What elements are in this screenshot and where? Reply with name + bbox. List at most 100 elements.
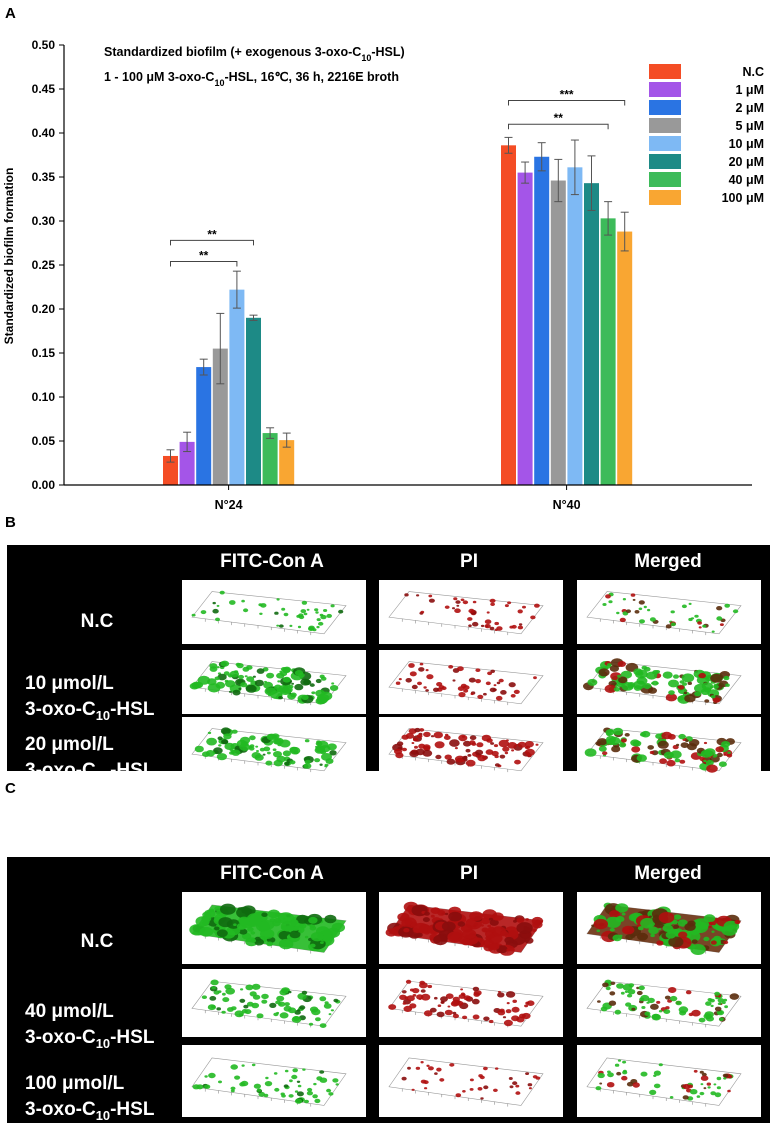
biofilm-cluster [485,681,491,686]
biofilm-cluster [467,617,473,621]
biofilm-cluster [458,692,466,698]
bar [229,289,245,485]
biofilm-cluster [500,930,509,937]
image-c-nc-merged [577,892,761,964]
biofilm-cluster [666,759,676,767]
biofilm-cluster [670,610,675,614]
bar-chart: 0.00 0.05 0.10 0.15 0.20 0.25 0.30 0.35 0.40 0.45… [2,38,764,512]
biofilm-cluster [422,744,431,750]
panel-b-microscopy-grid: FITC-Con A PI Merged N.C 10 μmol/L 3-oxo… [7,545,770,784]
biofilm-cluster [599,1082,603,1085]
biofilm-cluster [427,1066,434,1071]
biofilm-cluster [297,1084,302,1088]
biofilm-cluster [261,912,268,917]
biofilm-cluster [276,995,285,1002]
row-label-nc: N.C [80,931,114,952]
microscopy-rendering [586,591,742,636]
biofilm-cluster [461,735,466,738]
biofilm-cluster [246,913,263,925]
biofilm-cluster [637,926,644,931]
biofilm-cluster [240,988,244,991]
significance-brackets: ********* [170,87,626,267]
biofilm-cluster [329,685,339,691]
biofilm-cluster [436,682,443,687]
biofilm-cluster [641,1006,646,1009]
biofilm-cluster [324,914,337,924]
biofilm-cluster [617,1059,622,1062]
biofilm-cluster [399,994,407,1000]
slab-outline [586,591,742,635]
bar [279,440,295,485]
biofilm-cluster [435,754,442,760]
biofilm-cluster [491,750,499,757]
column-header-fitc: FITC-Con A [220,863,324,884]
biofilm-cluster [716,1086,721,1090]
biofilm-cluster [453,597,458,601]
biofilm-cluster [276,624,280,627]
biofilm-cluster [318,621,324,626]
biofilm-cluster [473,992,480,997]
biofilm-cluster [230,1064,238,1070]
biofilm-cluster [398,924,403,927]
y-tick-label: 0.25 [32,258,56,272]
biofilm-cluster [402,1002,407,1005]
biofilm-cluster [209,666,218,672]
biofilm-cluster [673,674,679,679]
bar [163,455,178,485]
microscopy-rendering [191,590,347,636]
biofilm-cluster [626,609,631,613]
biofilm-cluster [616,983,624,989]
biofilm-cluster [301,990,308,995]
biofilm-cluster [256,750,259,752]
biofilm-cluster [648,687,657,694]
panel-label-c: C [5,780,16,797]
biofilm-cluster [668,690,675,695]
biofilm-cluster [290,692,297,698]
biofilm-cluster [489,598,496,603]
biofilm-cluster [425,669,429,672]
bar [212,348,228,485]
biofilm-cluster [258,603,263,607]
biofilm-cluster [648,926,659,935]
biofilm-cluster [437,910,446,916]
biofilm-cluster [727,1089,731,1093]
biofilm-cluster [407,1066,411,1070]
biofilm-cluster [721,741,731,748]
biofilm-cluster [213,747,223,755]
biofilm-cluster [284,1002,290,1007]
biofilm-cluster [636,990,643,996]
biofilm-cluster [264,1081,273,1087]
biofilm-cluster [475,679,481,684]
significance-bracket [508,99,626,106]
biofilm-cluster [326,1088,332,1093]
biofilm-cluster [463,689,469,693]
microscopy-rendering [388,591,544,636]
biofilm-cluster [313,1082,317,1086]
biofilm-cluster [456,604,460,607]
biofilm-cluster [448,665,454,669]
biofilm-cluster [282,988,289,994]
slab-outline [191,728,347,772]
biofilm-cluster [254,754,264,761]
biofilm-cluster [469,1078,474,1082]
biofilm-cluster [598,668,610,677]
biofilm-cluster [638,985,645,991]
biofilm-cluster [470,692,474,696]
biofilm-cluster [319,1023,327,1028]
biofilm-cluster [502,746,510,752]
bar [584,183,599,485]
biofilm-cluster [394,748,403,755]
biofilm-cluster [647,745,654,750]
row-label-100um: 100 μmol/L 3-oxo-C10-HSL [25,1071,185,1129]
biofilm-cluster [319,613,324,617]
column-header-pi: PI [460,863,478,884]
bar [550,180,566,485]
microscopy-rendering [191,727,347,773]
microscopy-rendering [388,661,544,706]
biofilm-cluster [694,614,699,618]
biofilm-cluster [639,680,644,684]
biofilm-cluster [525,918,529,921]
biofilm-cluster [719,623,724,626]
biofilm-cluster [639,997,645,1002]
panel-label-b: B [5,514,16,531]
